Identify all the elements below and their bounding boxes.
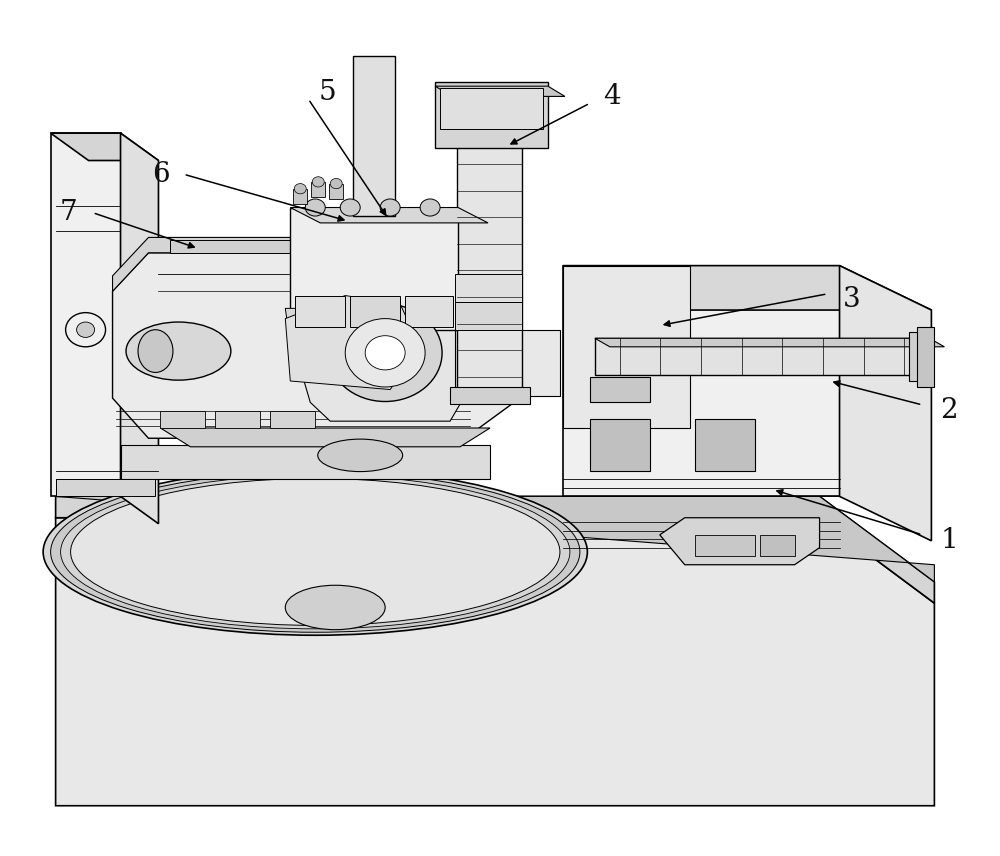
Polygon shape — [435, 82, 548, 148]
Polygon shape — [329, 183, 343, 199]
Polygon shape — [660, 518, 820, 565]
Text: 5: 5 — [318, 79, 336, 105]
Circle shape — [312, 176, 324, 187]
Polygon shape — [56, 496, 934, 603]
Polygon shape — [595, 338, 944, 347]
Polygon shape — [295, 295, 345, 327]
Ellipse shape — [51, 472, 580, 633]
Text: 4: 4 — [603, 83, 621, 110]
Polygon shape — [840, 265, 931, 541]
Polygon shape — [270, 411, 315, 428]
Text: 6: 6 — [152, 161, 169, 187]
Ellipse shape — [43, 468, 587, 635]
Polygon shape — [56, 496, 934, 582]
Text: 3: 3 — [843, 286, 860, 313]
Polygon shape — [295, 304, 465, 421]
Polygon shape — [760, 535, 795, 556]
Polygon shape — [56, 518, 934, 805]
Polygon shape — [405, 295, 453, 327]
Polygon shape — [353, 56, 395, 216]
Text: 7: 7 — [60, 199, 77, 226]
Polygon shape — [160, 428, 490, 447]
Circle shape — [77, 322, 95, 337]
Circle shape — [380, 199, 400, 216]
Polygon shape — [121, 445, 490, 479]
Polygon shape — [590, 377, 650, 402]
Polygon shape — [290, 207, 458, 330]
Polygon shape — [450, 387, 530, 404]
Polygon shape — [170, 240, 460, 253]
Polygon shape — [311, 181, 325, 197]
Polygon shape — [563, 265, 931, 310]
Circle shape — [294, 183, 306, 193]
Circle shape — [345, 318, 425, 387]
Polygon shape — [290, 207, 488, 223]
Polygon shape — [350, 295, 400, 327]
Polygon shape — [113, 253, 520, 438]
Polygon shape — [695, 535, 755, 556]
Polygon shape — [293, 188, 307, 204]
Circle shape — [365, 336, 405, 370]
Polygon shape — [695, 419, 755, 471]
Ellipse shape — [318, 439, 403, 472]
Polygon shape — [563, 265, 690, 428]
Circle shape — [420, 199, 440, 216]
Polygon shape — [113, 237, 520, 291]
Polygon shape — [56, 479, 155, 496]
Polygon shape — [285, 295, 420, 389]
Polygon shape — [909, 332, 931, 381]
Text: 1: 1 — [940, 527, 958, 555]
Polygon shape — [563, 265, 840, 496]
Circle shape — [340, 199, 360, 216]
Polygon shape — [440, 88, 543, 129]
Text: 2: 2 — [941, 397, 958, 425]
Polygon shape — [917, 327, 934, 387]
Circle shape — [305, 199, 325, 216]
Ellipse shape — [71, 479, 560, 626]
Polygon shape — [455, 274, 522, 301]
Polygon shape — [160, 411, 205, 428]
Polygon shape — [215, 411, 260, 428]
Polygon shape — [457, 128, 522, 395]
Polygon shape — [455, 330, 560, 395]
Polygon shape — [590, 419, 650, 471]
Polygon shape — [51, 134, 158, 161]
Circle shape — [328, 304, 442, 401]
Polygon shape — [121, 134, 158, 524]
Ellipse shape — [126, 322, 231, 380]
Polygon shape — [51, 134, 121, 496]
Polygon shape — [455, 301, 522, 330]
Polygon shape — [595, 338, 929, 375]
Ellipse shape — [61, 475, 570, 629]
Polygon shape — [435, 86, 565, 97]
Circle shape — [330, 178, 342, 188]
Ellipse shape — [285, 586, 385, 630]
Ellipse shape — [138, 330, 173, 372]
Polygon shape — [285, 308, 375, 344]
